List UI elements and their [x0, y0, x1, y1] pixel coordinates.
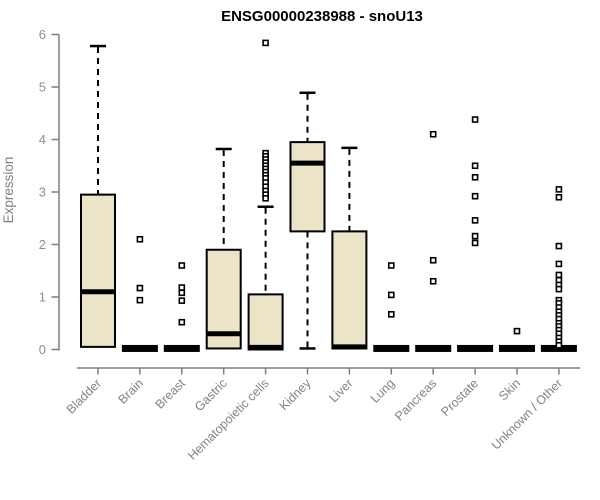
- outlier-point: [178, 284, 186, 291]
- x-tick-label-liver: Liver: [326, 376, 355, 405]
- x-tick-label-skin: Skin: [496, 376, 523, 403]
- boxplot-breast: [163, 262, 200, 352]
- boxplot-lung: [373, 262, 410, 352]
- chart-title: ENSG00000238988 - snoU13: [221, 8, 423, 25]
- outlier-point: [178, 289, 186, 297]
- x-tick-label-brain: Brain: [115, 376, 146, 407]
- boxplot-brain: [121, 235, 158, 352]
- outlier-point: [471, 162, 479, 170]
- y-tick-label: 0: [39, 342, 46, 357]
- box-rect: [289, 141, 326, 233]
- outlier-point: [555, 271, 563, 279]
- outlier-point: [262, 195, 269, 202]
- x-tick-label-lung: Lung: [368, 376, 398, 406]
- x-tick-label-gastric: Gastric: [192, 376, 230, 414]
- outlier-point: [387, 311, 395, 318]
- outlier-point: [471, 217, 479, 224]
- x-tick-label-breast: Breast: [152, 376, 188, 412]
- outlier-point: [178, 297, 186, 304]
- y-axis-label: Expression: [1, 157, 16, 224]
- outlier-point: [178, 318, 186, 326]
- outlier-point: [429, 130, 437, 138]
- outlier-point: [136, 235, 144, 243]
- outlier-point: [178, 262, 186, 269]
- box-rect: [247, 293, 284, 351]
- boxplot-bladder: [80, 44, 116, 348]
- y-tick-label: 5: [39, 80, 46, 95]
- outlier-point: [555, 285, 563, 293]
- flat-bar: [373, 344, 410, 352]
- flat-bar: [499, 344, 535, 352]
- outlier-point: [555, 193, 563, 201]
- outlier-point: [471, 116, 479, 123]
- boxplot-prostate: [457, 116, 494, 352]
- x-tick-label-pancreas: Pancreas: [392, 376, 439, 423]
- outlier-point: [262, 39, 269, 47]
- flat-bar: [457, 344, 494, 352]
- boxplot-pancreas: [415, 130, 452, 352]
- x-tick-label-kidney: Kidney: [277, 376, 314, 413]
- outlier-point: [471, 239, 479, 247]
- boxplot-kidney: [289, 91, 326, 350]
- boxplot-gastric: [205, 147, 242, 350]
- outlier-point: [513, 327, 521, 335]
- outlier-point: [471, 232, 479, 240]
- outlier-point: [471, 192, 479, 200]
- outlier-point: [471, 174, 479, 181]
- outlier-point: [555, 186, 563, 193]
- boxplot-skin: [499, 327, 535, 352]
- y-tick-label: 4: [39, 132, 46, 147]
- y-tick-label: 6: [39, 27, 46, 42]
- y-tick-label: 1: [39, 290, 46, 305]
- x-tick-label-prostate: Prostate: [438, 376, 481, 419]
- outlier-point: [555, 260, 563, 268]
- boxplot-unknown-other: [540, 186, 577, 352]
- outlier-point: [387, 291, 395, 299]
- y-tick-label: 3: [39, 185, 46, 200]
- outlier-point: [136, 296, 144, 304]
- boxplot-hematopoietic-cells: [247, 39, 284, 351]
- flat-bar: [163, 344, 200, 352]
- outlier-point: [136, 284, 144, 292]
- box-rect: [331, 230, 368, 350]
- box-rect: [80, 193, 116, 348]
- boxplot-liver: [331, 146, 368, 350]
- outlier-point: [429, 277, 437, 285]
- x-tick-label-hematopoietic-cells: Hematopoietic cells: [185, 376, 272, 463]
- flat-bar: [415, 344, 452, 352]
- outlier-point: [429, 256, 437, 264]
- y-tick-label: 2: [39, 237, 46, 252]
- x-tick-label-unknown-other: Unknown / Other: [489, 376, 565, 452]
- outlier-point: [555, 341, 563, 349]
- plot-area: 0 1 2 3 4 5 6 Bladder Brain Breast GastricHematopo…: [39, 27, 580, 463]
- flat-bar: [121, 344, 158, 352]
- x-tick-label-bladder: Bladder: [64, 376, 104, 416]
- outlier-point: [555, 242, 563, 250]
- outlier-point: [387, 262, 395, 269]
